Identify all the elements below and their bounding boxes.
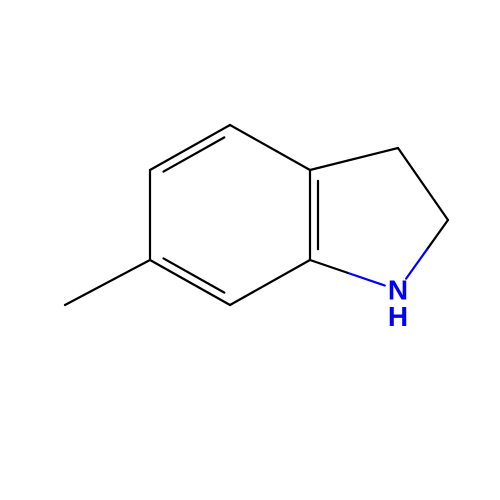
- bond: [310, 148, 398, 170]
- bond: [164, 258, 225, 292]
- bond: [347, 273, 384, 286]
- bond: [427, 220, 448, 249]
- bond: [230, 260, 310, 305]
- atom-label-H: H: [388, 301, 408, 332]
- bond: [398, 148, 448, 220]
- bond: [230, 125, 310, 170]
- bond: [310, 260, 347, 273]
- bond: [150, 125, 230, 170]
- molecule-diagram: NH: [0, 0, 500, 500]
- bond: [406, 249, 427, 278]
- bond: [150, 260, 230, 305]
- bond: [65, 260, 150, 305]
- bond: [164, 137, 225, 171]
